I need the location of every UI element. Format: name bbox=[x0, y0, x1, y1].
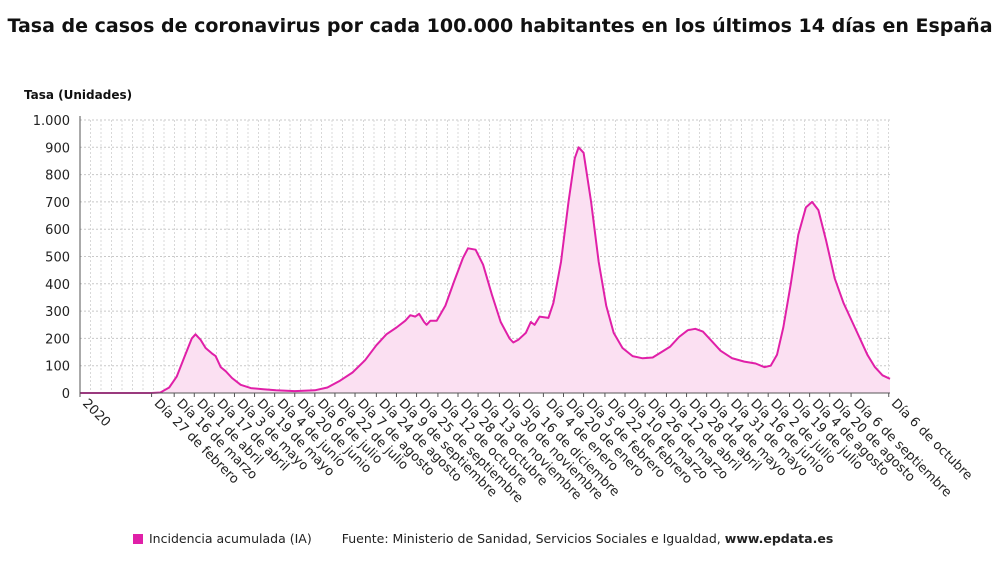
y-tick-label: 300 bbox=[45, 305, 70, 320]
y-tick-label: 700 bbox=[45, 196, 70, 211]
y-tick-label: 100 bbox=[45, 360, 70, 375]
x-tick-label: 2020 bbox=[79, 396, 113, 430]
source-link[interactable]: www.epdata.es bbox=[724, 531, 834, 546]
y-tick-label: 400 bbox=[45, 278, 70, 293]
y-tick-label: 0 bbox=[62, 387, 70, 402]
y-tick-label: 500 bbox=[45, 251, 70, 266]
legend: Incidencia acumulada (IA) Fuente: Minist… bbox=[133, 531, 833, 546]
axes bbox=[79, 116, 890, 394]
chart-title: Tasa de casos de coronavirus por cada 10… bbox=[7, 15, 993, 37]
y-tick-label: 900 bbox=[45, 141, 70, 156]
y-tick-labels: 0 100 200 300 400 500 600 700 800 900 1.000 bbox=[33, 114, 70, 402]
y-tick-label: 600 bbox=[45, 223, 70, 238]
legend-series-label: Incidencia acumulada (IA) bbox=[149, 531, 312, 546]
y-axis-label: Tasa (Unidades) bbox=[24, 88, 133, 102]
y-tick-label: 1.000 bbox=[33, 114, 70, 129]
source-text: Fuente: Ministerio de Sanidad, Servicios… bbox=[341, 531, 721, 546]
legend-swatch bbox=[133, 534, 143, 544]
y-tick-label: 200 bbox=[45, 332, 70, 347]
incidence-line bbox=[80, 146, 891, 394]
y-tick-label: 800 bbox=[45, 169, 70, 184]
